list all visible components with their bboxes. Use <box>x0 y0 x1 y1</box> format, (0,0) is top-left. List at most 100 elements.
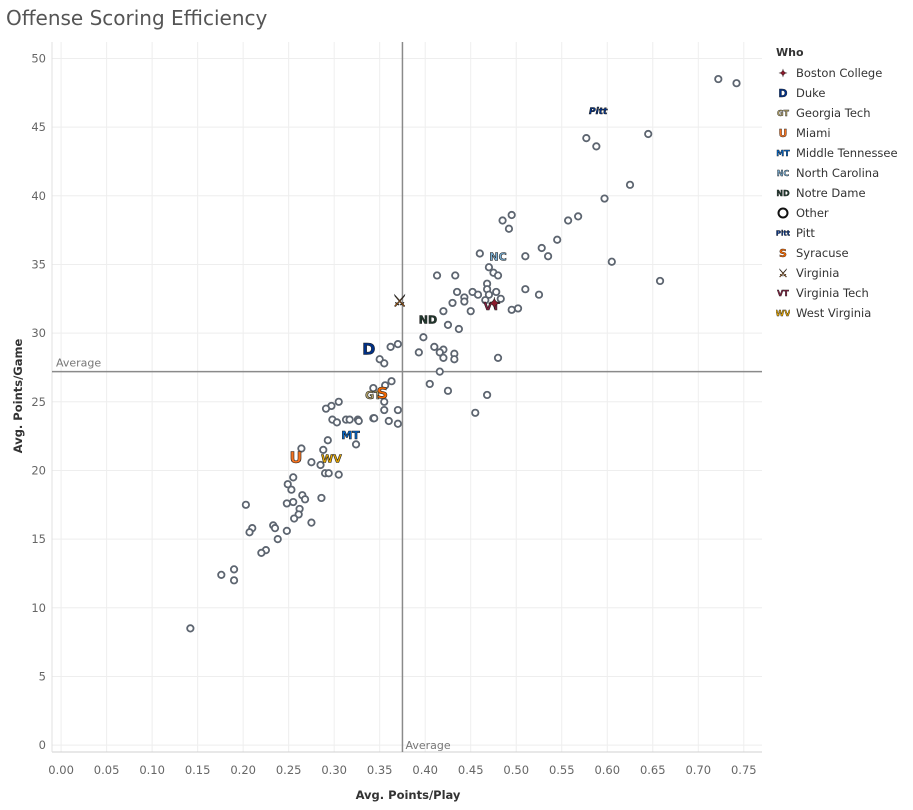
legend-item[interactable]: MT Middle Tennessee <box>776 143 898 163</box>
legend-label: North Carolina <box>796 166 880 180</box>
other-point <box>466 307 475 316</box>
other-point <box>324 469 333 478</box>
legend-item[interactable]: D Duke <box>776 83 898 103</box>
x-average-label: Average <box>405 739 450 752</box>
other-point <box>435 367 444 376</box>
x-tick-label: 0.65 <box>640 763 666 777</box>
other-point <box>460 297 469 306</box>
other-point <box>319 445 328 454</box>
other-point <box>321 404 331 413</box>
other-point <box>241 500 250 509</box>
other-point <box>521 252 530 261</box>
other-point <box>430 342 439 351</box>
x-tick-label: 0.10 <box>139 763 165 777</box>
legend-item[interactable]: WV West Virginia <box>775 303 898 323</box>
middle-tennessee-logo-icon: MT <box>341 429 361 443</box>
other-point <box>289 473 298 482</box>
other-point <box>380 397 389 406</box>
other-point <box>273 535 282 544</box>
svg-text:ND: ND <box>419 314 437 327</box>
legend-item[interactable]: ND Notre Dame <box>776 183 898 203</box>
legend-label: West Virginia <box>796 306 872 320</box>
other-point <box>592 142 601 151</box>
other-point <box>439 307 448 316</box>
other-point <box>387 377 396 386</box>
y-tick-label: 50 <box>31 51 46 65</box>
svg-text:VT: VT <box>484 300 501 313</box>
svg-text:NC: NC <box>777 169 790 178</box>
other-point <box>334 470 343 479</box>
north-carolina-logo-icon: NC <box>489 250 507 264</box>
grid <box>52 42 762 752</box>
other-point <box>245 528 254 537</box>
legend-item[interactable]: S Syracuse <box>776 243 898 263</box>
other-point <box>600 194 609 203</box>
other-point <box>582 134 591 143</box>
svg-text:VT: VT <box>777 289 789 298</box>
y-average-label: Average <box>56 357 101 370</box>
x-tick-label: 0.30 <box>321 763 347 777</box>
other-point <box>496 294 505 303</box>
legend-label: Duke <box>796 86 826 100</box>
legend-item[interactable]: GT Georgia Tech <box>776 103 898 123</box>
svg-text:WV: WV <box>776 309 790 318</box>
virginia-logo-icon: ⚔ <box>776 267 790 280</box>
other-point <box>229 576 239 585</box>
other-point <box>432 271 442 280</box>
svg-text:D: D <box>362 339 375 358</box>
y-tick-label: 10 <box>31 601 46 615</box>
other-point <box>287 485 296 494</box>
x-tick-label: 0.40 <box>412 763 438 777</box>
y-axis-label: Avg. Points/Game <box>11 339 25 454</box>
pitt-logo-icon: Pitt <box>589 107 609 118</box>
legend-item[interactable]: U Miami <box>776 123 898 143</box>
svg-text:S: S <box>779 247 787 259</box>
other-point <box>393 340 402 349</box>
svg-text:MT: MT <box>341 429 360 442</box>
legend-label: Middle Tennessee <box>796 146 898 160</box>
other-point <box>257 548 266 557</box>
virginia-tech-logo-icon: VT <box>776 287 790 299</box>
other-point <box>414 348 423 357</box>
other-point <box>534 290 544 299</box>
x-tick-label: 0.35 <box>367 763 393 777</box>
svg-text:GT: GT <box>777 109 789 118</box>
y-tick-label: 40 <box>31 189 46 203</box>
other-point <box>484 290 494 299</box>
legend: Who ✦ Boston College D Duke GT Georgia Tech U M… <box>775 46 898 323</box>
legend-item[interactable]: ✦ Boston College <box>776 63 898 83</box>
legend-item[interactable]: NC North Carolina <box>776 163 898 183</box>
y-tick-label: 35 <box>31 257 46 271</box>
other-point <box>317 493 326 503</box>
other-point <box>370 414 379 423</box>
boston-college-logo-icon: ✦ <box>776 67 790 80</box>
svg-text:Pitt: Pitt <box>589 107 608 117</box>
other-point <box>323 436 332 445</box>
legend-item[interactable]: Pitt Pitt <box>776 223 898 243</box>
axes: 0.00 0.05 0.10 0.15 0.20 0.25 0.30 0.35 0.40 0.45… <box>31 42 762 777</box>
legend-label: Miami <box>796 126 831 140</box>
other-point <box>714 74 723 84</box>
svg-text:U: U <box>779 127 788 139</box>
other-point <box>481 296 490 305</box>
other-point <box>507 305 516 314</box>
y-tick-label: 5 <box>39 669 46 683</box>
reference-lines: Average Average <box>52 42 762 752</box>
other-point <box>354 416 363 426</box>
x-tick-label: 0.25 <box>276 763 302 777</box>
other-point <box>283 480 292 489</box>
georgia-tech-logo-icon: GT <box>776 107 790 119</box>
svg-text:D: D <box>778 87 787 99</box>
other-point <box>493 271 503 280</box>
legend-item[interactable]: Other <box>776 203 898 223</box>
north-carolina-logo-icon: NC <box>776 167 790 179</box>
other-point <box>290 514 299 523</box>
legend-item[interactable]: VT Virginia Tech <box>776 283 898 303</box>
legend-item[interactable]: ⚔ Virginia <box>776 263 898 283</box>
other-point <box>492 287 501 297</box>
other-point <box>475 249 484 258</box>
other-point <box>450 355 459 364</box>
svg-text:Pitt: Pitt <box>776 230 790 238</box>
team-markers: Pitt NC ⚔ VT✦ ND D GTS MT U WV <box>289 107 608 467</box>
legend-label: Notre Dame <box>796 186 866 200</box>
